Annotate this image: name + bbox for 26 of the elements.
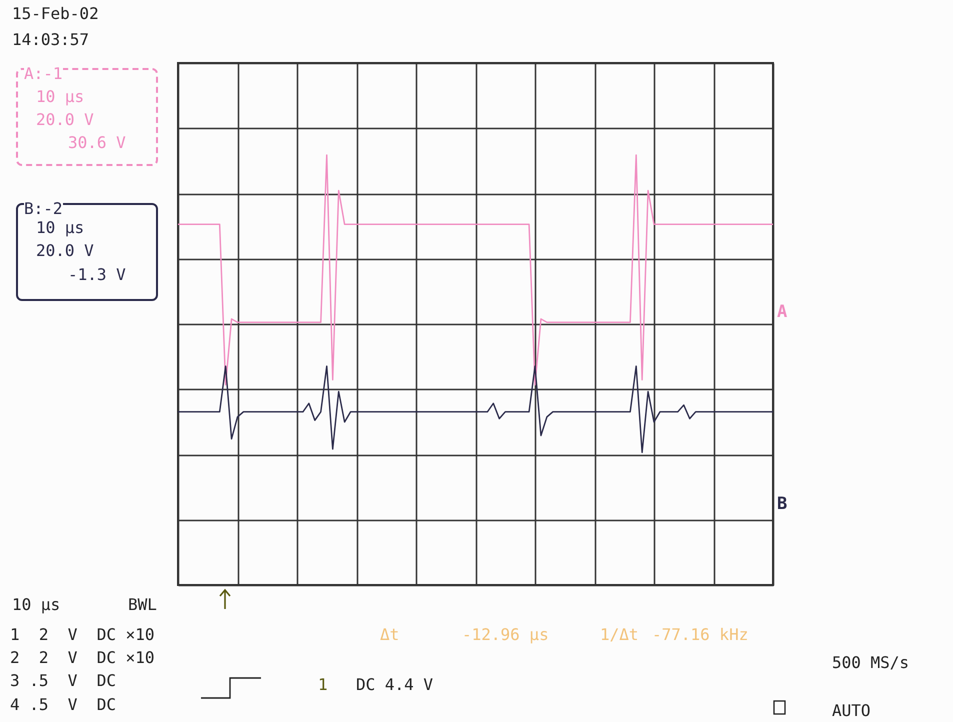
text: 20.0 V <box>36 110 94 129</box>
text: 3 .5 V DC <box>10 671 116 690</box>
text: 1 2 V DC ×10 <box>10 625 154 644</box>
text: 1 <box>318 675 328 694</box>
text: 30.6 V <box>68 133 126 152</box>
text: 14:03:57 <box>12 30 90 49</box>
text: AUTO <box>832 701 871 720</box>
text: 20.0 V <box>36 241 94 260</box>
text: 10 μs <box>12 595 60 614</box>
text: -12.96 μs <box>462 625 549 644</box>
text: -1.3 V <box>68 265 126 284</box>
text: 4 .5 V DC <box>10 695 116 714</box>
text: A <box>777 302 788 322</box>
text: 15-Feb-02 <box>12 4 99 23</box>
text: BWL <box>128 595 157 614</box>
text: Δt <box>380 625 400 644</box>
text: 500 MS/s <box>832 653 910 672</box>
text: 2 2 V DC ×10 <box>10 648 154 667</box>
text: 1/Δt <box>600 625 639 644</box>
text: -77.16 kHz <box>652 625 748 644</box>
text: 10 μs <box>36 218 84 237</box>
text: A:-1 <box>24 64 63 83</box>
text: DC 4.4 V <box>356 675 434 694</box>
text: 10 μs <box>36 87 84 106</box>
text: B <box>777 494 788 514</box>
text: B:-2 <box>24 199 63 218</box>
